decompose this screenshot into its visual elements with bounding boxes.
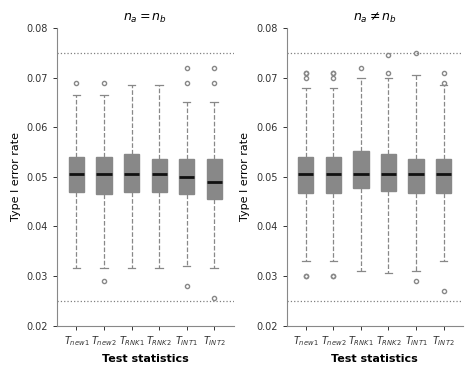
PathPatch shape — [69, 157, 84, 192]
Title: $n_a \neq n_b$: $n_a \neq n_b$ — [353, 11, 397, 25]
Y-axis label: Type I error rate: Type I error rate — [240, 132, 250, 221]
PathPatch shape — [298, 157, 313, 193]
X-axis label: Test statistics: Test statistics — [102, 354, 189, 364]
PathPatch shape — [96, 157, 111, 194]
X-axis label: Test statistics: Test statistics — [331, 354, 418, 364]
PathPatch shape — [124, 154, 139, 192]
PathPatch shape — [436, 159, 451, 193]
PathPatch shape — [381, 154, 396, 190]
PathPatch shape — [354, 151, 368, 188]
PathPatch shape — [207, 159, 222, 199]
Y-axis label: Type I error rate: Type I error rate — [11, 132, 21, 221]
PathPatch shape — [326, 157, 341, 193]
PathPatch shape — [409, 159, 424, 193]
PathPatch shape — [179, 159, 194, 194]
PathPatch shape — [152, 159, 167, 192]
Title: $n_a = n_b$: $n_a = n_b$ — [123, 12, 167, 25]
